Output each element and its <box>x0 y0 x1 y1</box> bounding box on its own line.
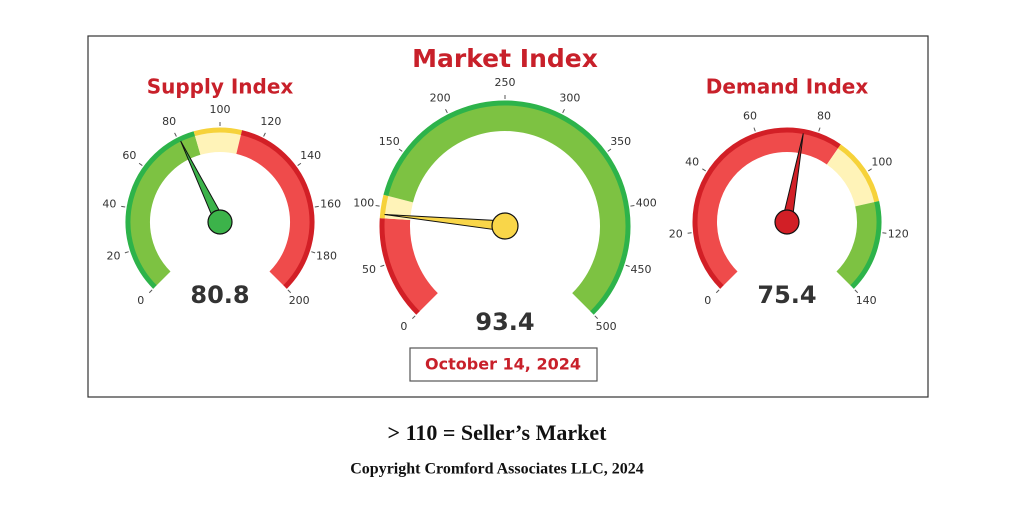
gauge-value: 80.8 <box>190 281 249 309</box>
tick-label: 0 <box>704 294 711 307</box>
tick-label: 100 <box>210 103 231 116</box>
tick-label: 150 <box>379 135 400 148</box>
tick-label: 40 <box>685 155 699 168</box>
tick-label: 350 <box>610 135 631 148</box>
tick-label: 60 <box>122 149 136 162</box>
tick-label: 500 <box>596 320 617 333</box>
copyright: Copyright Cromford Associates LLC, 2024 <box>350 461 643 478</box>
tick-label: 0 <box>137 294 144 307</box>
tick-label: 120 <box>888 228 909 241</box>
gauge-title: Market Index <box>412 44 598 73</box>
tick-label: 200 <box>430 92 451 105</box>
tick-label: 140 <box>300 149 321 162</box>
gauge-value: 93.4 <box>475 308 534 336</box>
tick-mark <box>630 206 634 207</box>
tick-label: 160 <box>320 197 341 210</box>
tick-label: 80 <box>817 109 831 122</box>
tick-label: 250 <box>495 76 516 89</box>
gauge-band <box>198 142 239 145</box>
tick-label: 20 <box>106 250 120 263</box>
rule-note: > 110 = Seller’s Market <box>388 420 608 445</box>
tick-label: 20 <box>669 228 683 241</box>
tick-label: 80 <box>162 115 176 128</box>
date: October 14, 2024 <box>425 355 581 374</box>
tick-mark <box>376 206 380 207</box>
tick-label: 200 <box>289 294 310 307</box>
gauge-value: 75.4 <box>757 281 816 309</box>
tick-label: 100 <box>353 197 374 210</box>
needle-hub <box>208 210 232 234</box>
tick-mark <box>315 206 319 207</box>
needle-hub <box>492 213 518 239</box>
tick-label: 140 <box>856 294 877 307</box>
tick-label: 300 <box>559 92 580 105</box>
tick-label: 180 <box>316 250 337 263</box>
tick-label: 450 <box>631 263 652 276</box>
tick-label: 50 <box>362 263 376 276</box>
tick-label: 60 <box>743 109 757 122</box>
tick-label: 40 <box>102 197 116 210</box>
needle-hub <box>775 210 799 234</box>
gauge-title: Supply Index <box>147 75 294 99</box>
tick-label: 100 <box>871 155 892 168</box>
gauge-title: Demand Index <box>706 75 869 99</box>
tick-label: 120 <box>260 115 281 128</box>
tick-label: 400 <box>636 197 657 210</box>
tick-mark <box>121 206 125 207</box>
tick-label: 0 <box>400 320 407 333</box>
